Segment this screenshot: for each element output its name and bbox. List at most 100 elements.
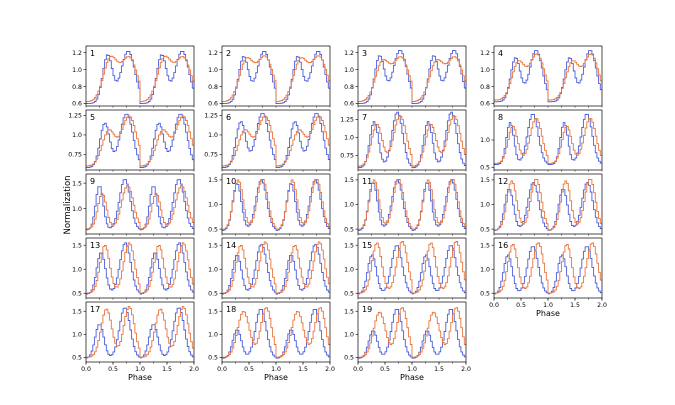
panel-number: 8 (498, 113, 503, 122)
y-tick-label: 1.5 (72, 242, 82, 249)
series-a-line (222, 179, 330, 231)
panel-number: 14 (226, 241, 236, 250)
series-b-line (358, 241, 466, 294)
y-tick-label: 1.0 (208, 266, 218, 273)
panel-number: 15 (362, 241, 372, 250)
y-tick-label: 0.6 (208, 101, 218, 108)
y-tick-label: 1.0 (208, 132, 218, 139)
y-tick-label: 1.0 (344, 266, 354, 273)
panel-2: 2 0.6 0.8 1.0 1.2 (208, 45, 331, 108)
panel-number: 12 (498, 177, 508, 186)
series-b-line (358, 115, 466, 167)
x-tick-label: 1.5 (298, 366, 308, 373)
y-tick-label: 1.5 (208, 308, 218, 315)
y-tick-label: 0.8 (72, 84, 82, 91)
y-tick-label: 1.0 (344, 67, 354, 74)
panel-17: 17 0.5 1.0 1.5 0.0 0.5 1.0 1.5 2.0 Phase (72, 301, 199, 382)
panel-number: 1 (90, 49, 95, 58)
series-b-line (494, 118, 602, 164)
y-tick-label: 1.5 (344, 177, 354, 184)
y-tick-label: 0.5 (480, 226, 490, 233)
x-tick-label: 1.0 (407, 366, 417, 373)
y-tick-label: 1.5 (72, 308, 82, 315)
y-tick-label: 1.0 (344, 135, 354, 142)
panel-7: 7 0.75 1.0 1.25 (340, 109, 467, 172)
y-tick-label: 1.5 (480, 242, 490, 249)
panel-number: 9 (90, 177, 95, 186)
panel-number: 13 (90, 241, 100, 250)
y-tick-label: 1.0 (480, 266, 490, 273)
panel-number: 17 (90, 305, 100, 314)
series-b-line (358, 307, 466, 358)
y-tick-label: 1.5 (208, 242, 218, 249)
y-tick-label: 1.0 (480, 202, 490, 209)
y-tick-label: 1.5 (344, 242, 354, 249)
x-tick-label: 0.5 (516, 302, 526, 309)
y-tick-label: 0.5 (344, 355, 354, 362)
panel-number: 3 (362, 49, 367, 58)
panel-number: 2 (226, 49, 231, 58)
panel-18: 18 0.5 1.0 1.5 0.0 0.5 1.0 1.5 2.0 Phase (208, 301, 335, 382)
y-tick-label: 0.8 (208, 84, 218, 91)
x-tick-label: 0.5 (244, 366, 254, 373)
y-tick-label: 1.0 (208, 202, 218, 209)
y-tick-label: 1.0 (72, 266, 82, 273)
panel-number: 10 (226, 177, 236, 186)
x-tick-label: 1.5 (570, 302, 580, 309)
y-tick-label: 0.5 (208, 355, 218, 362)
x-axis-label: Phase (536, 309, 560, 318)
y-tick-label: 1.0 (480, 137, 490, 144)
panel-13: 13 0.5 1.0 1.5 (72, 237, 195, 300)
y-tick-label: 1.0 (208, 332, 218, 339)
y-tick-label: 1.0 (344, 202, 354, 209)
series-b-line (494, 242, 602, 294)
y-tick-label: 0.75 (68, 152, 82, 159)
y-tick-label: 1.0 (72, 67, 82, 74)
series-b-line (86, 115, 194, 167)
series-b-line (222, 241, 330, 294)
series-b-line (222, 115, 330, 167)
x-tick-label: 1.5 (162, 366, 172, 373)
panel-number: 6 (226, 113, 231, 122)
x-tick-label: 0.0 (489, 302, 499, 309)
series-a-line (494, 181, 602, 231)
x-tick-label: 0.0 (217, 366, 227, 373)
x-tick-label: 2.0 (325, 366, 335, 373)
y-tick-label: 0.8 (344, 84, 354, 91)
panel-number: 5 (90, 113, 95, 122)
series-a-line (358, 179, 466, 231)
panel-11: 11 0.5 1.0 1.5 (344, 173, 467, 236)
y-tick-label: 0.6 (480, 101, 490, 108)
panel-frame (221, 173, 331, 235)
panel-grid: 10.60.81.01.2 20.60.81.01.2 30.60.81.01.2 4… (68, 45, 607, 382)
y-tick-label: 0.6 (344, 101, 354, 108)
panel-number: 19 (362, 305, 372, 314)
y-tick-label: 0.5 (344, 290, 354, 297)
panel-number: 18 (226, 305, 236, 314)
y-axis-label: Normalization (63, 175, 73, 234)
y-tick-label: 1.25 (204, 113, 218, 120)
y-tick-label: 1.2 (72, 50, 82, 57)
panel-12: 12 0.5 1.0 1.5 (480, 173, 603, 236)
y-tick-label: 1.0 (480, 67, 490, 74)
x-axis-label: Phase (128, 373, 152, 382)
series-b-line (358, 179, 466, 231)
y-tick-label: 1.0 (72, 206, 82, 213)
y-tick-label: 1.5 (344, 308, 354, 315)
panel-1: 1 0.6 0.8 1.0 1.2 (72, 45, 195, 108)
series-b-line (222, 307, 330, 358)
series-b-line (86, 185, 194, 230)
y-tick-label: 1.0 (208, 67, 218, 74)
y-tick-label: 0.75 (340, 153, 354, 160)
x-tick-label: 0.5 (380, 366, 390, 373)
x-tick-label: 0.5 (108, 366, 118, 373)
y-tick-label: 0.5 (208, 226, 218, 233)
panel-15: 15 0.5 1.0 1.5 (344, 237, 467, 300)
panel-3: 3 0.6 0.8 1.0 1.2 (344, 45, 467, 108)
panel-number: 11 (362, 177, 372, 186)
y-tick-label: 1.0 (72, 332, 82, 339)
panel-16: 16 0.5 1.0 1.5 0.0 0.5 1.0 1.5 2.0 Phase (480, 237, 607, 318)
x-tick-label: 1.0 (135, 366, 145, 373)
panel-19: 19 0.5 1.0 1.5 0.0 0.5 1.0 1.5 2.0 Phase (344, 301, 471, 382)
y-tick-label: 0.5 (72, 355, 82, 362)
